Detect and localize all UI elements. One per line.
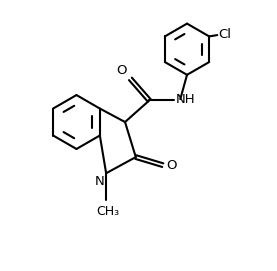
Text: CH₃: CH₃ (96, 205, 119, 218)
Text: NH: NH (176, 93, 196, 106)
Text: O: O (166, 159, 176, 172)
Text: Cl: Cl (219, 28, 232, 41)
Text: N: N (95, 175, 105, 188)
Text: O: O (117, 64, 127, 77)
